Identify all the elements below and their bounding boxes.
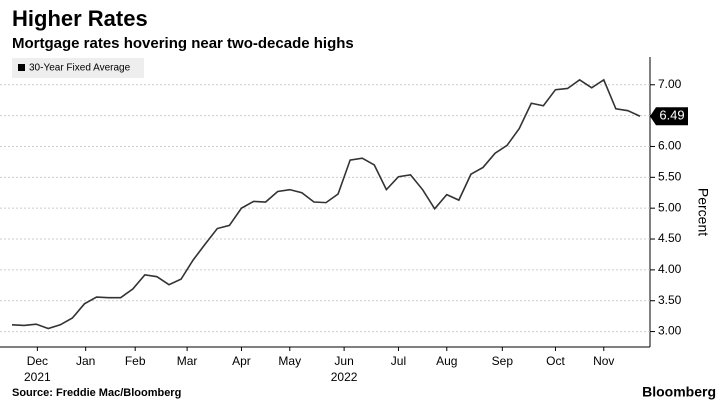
y-axis-label: Percent <box>695 188 711 236</box>
x-tick-label: Jul <box>391 354 406 368</box>
y-tick-label: 4.00 <box>658 262 682 276</box>
x-year-label: 2021 <box>24 370 51 384</box>
x-tick-label: Dec <box>27 354 48 368</box>
x-tick-label: Mar <box>177 354 198 368</box>
x-tick-label: Apr <box>232 354 251 368</box>
y-tick-label: 6.00 <box>658 139 682 153</box>
x-tick-label: Nov <box>593 354 614 368</box>
x-tick-label: Sep <box>492 354 514 368</box>
chart-title: Higher Rates <box>12 6 148 31</box>
x-tick-label: Jan <box>76 354 95 368</box>
source: Source: Freddie Mac/Bloomberg <box>12 387 181 399</box>
y-tick-label: 3.50 <box>658 293 682 307</box>
x-tick-label: Aug <box>436 354 457 368</box>
x-tick-label: Feb <box>125 354 146 368</box>
brand: Bloomberg <box>642 384 716 400</box>
chart-subtitle: Mortgage rates hovering near two-decade … <box>12 35 354 52</box>
legend-swatch <box>18 64 25 71</box>
x-tick-label: May <box>278 354 301 368</box>
last-value-label: 6.49 <box>659 108 684 123</box>
y-tick-label: 5.50 <box>658 169 682 183</box>
y-tick-label: 5.00 <box>658 200 682 214</box>
y-tick-label: 7.00 <box>658 77 682 91</box>
y-tick-label: 3.00 <box>658 324 682 338</box>
x-tick-label: Jun <box>334 354 353 368</box>
x-year-label: 2022 <box>331 370 358 384</box>
y-tick-label: 4.50 <box>658 231 682 245</box>
x-tick-label: Oct <box>546 354 565 368</box>
line <box>11 78 641 330</box>
last-value-pointer <box>650 107 688 126</box>
legend-box <box>12 58 144 78</box>
legend-label: 30-Year Fixed Average <box>29 63 131 74</box>
